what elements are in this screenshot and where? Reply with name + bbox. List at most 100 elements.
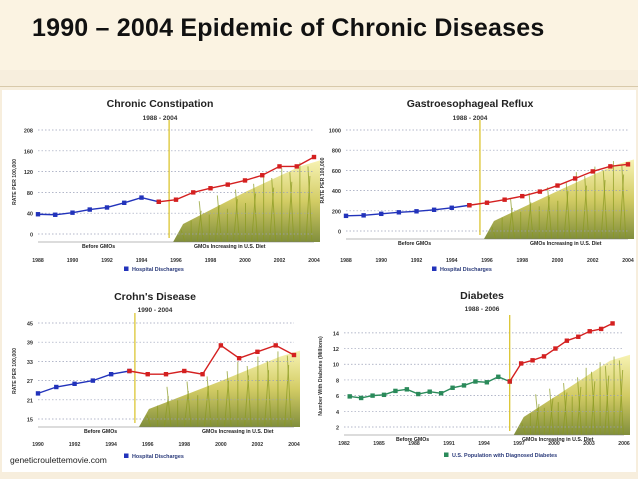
x-tick-label: 1982 [338,441,350,447]
chart-subtitle: 1990 - 2004 [138,307,173,314]
grass-blade [547,187,553,240]
grass-blade [307,166,313,243]
before-gmos-label: Before GMOs [398,241,431,247]
grass-blade [621,164,627,240]
data-point [537,189,543,194]
data-point [608,164,613,169]
data-point [598,326,604,332]
data-point [496,374,501,379]
data-point [381,392,387,398]
data-point [541,354,547,359]
x-tick-label: 2002 [252,442,264,448]
source-credit: geneticroulettemovie.com [10,455,107,465]
data-point [358,395,364,401]
legend-swatch [432,266,437,271]
legend-label: Hospital Discharges [132,454,184,460]
data-point [218,343,224,348]
grass-blade [491,226,497,240]
legend-swatch [124,453,129,458]
charts-panel [2,90,636,472]
grass-blade [602,170,608,240]
y-tick-label: 40 [27,212,33,218]
grass-blade [271,177,277,243]
grass-blade [203,385,209,428]
chart-0: Chronic Constipation 1988 - 2004 208 160 120… [12,98,320,273]
x-tick-label: 1988 [340,258,352,264]
y-tick-label: 21 [27,398,33,404]
data-point [208,186,213,191]
data-point [361,213,366,218]
data-point [90,378,96,383]
grass-blade [535,394,541,436]
x-tick-label: 1992 [101,258,113,264]
x-tick-label: 1988 [32,258,44,264]
data-point [625,162,631,167]
grass-blade [563,383,569,436]
chart-subtitle: 1988 - 2006 [465,306,500,313]
x-tick-label: 1996 [481,258,493,264]
gmo-increasing-label: GMOs Increasing in U.S. Diet [202,429,274,435]
data-point [473,379,478,384]
data-point [507,379,512,384]
x-tick-label: 1990 [375,258,387,264]
chart-subtitle: 1988 - 2004 [143,115,178,122]
x-tick-label: 1997 [513,441,525,447]
data-point [431,207,437,212]
data-point [311,154,317,160]
data-point [182,368,187,374]
data-point [484,380,490,385]
x-tick-label: 1992 [411,258,423,264]
gmo-increasing-label: GMOs Increasing in U.S. Diet [522,437,594,443]
gmo-increasing-label: GMOs Increasing in U.S. Diet [530,241,602,247]
grass-blade [562,392,568,436]
gmo-increasing-label: GMOs Increasing in U.S. Diet [194,244,266,250]
data-point [450,385,455,390]
data-point [564,338,570,343]
data-point [404,387,410,392]
grass-backdrop [138,350,300,427]
y-axis-label: RATE PER 100,000 [12,159,18,205]
x-tick-label: 1988 [408,441,420,447]
data-point [242,178,248,183]
before-gmos-label: Before GMOs [396,437,429,443]
data-point [530,358,535,363]
grass-backdrop [483,159,634,239]
data-point [139,195,144,200]
data-point [518,361,524,366]
data-point [173,197,179,202]
y-tick-label: 10 [333,363,339,369]
chart-2: Crohn's Disease 1990 - 2004 45 39 33 27 21 15 RA… [12,291,300,460]
data-point [416,391,421,397]
y-tick-label: 33 [27,360,33,366]
data-point [343,213,349,219]
y-tick-label: 27 [27,379,33,385]
x-tick-label: 2000 [548,441,560,447]
grass-blade [206,376,212,428]
data-point [461,383,467,388]
x-tick-label: 1994 [136,258,148,264]
grass-blade [186,381,192,428]
y-tick-label: 400 [332,189,341,195]
title-rule [0,86,638,87]
grass-blade [183,390,189,428]
data-point [427,389,432,394]
grass-blade [289,172,295,243]
grass-backdrop [513,354,630,435]
x-tick-label: 2004 [308,258,320,264]
x-tick-label: 1985 [373,441,385,447]
grass-backdrop [173,160,320,242]
grass-blade [604,366,610,436]
data-point [225,182,230,187]
grass-blade [590,381,596,436]
data-point [438,391,444,396]
x-tick-label: 2003 [583,441,595,447]
before-gmos-label: Before GMOs [82,244,115,250]
x-tick-label: 1991 [443,441,455,447]
y-tick-label: 39 [27,341,33,347]
data-point [379,211,384,217]
data-point [449,205,454,210]
y-tick-label: 800 [332,149,341,155]
y-axis-label: Number With Diabetes (Millions) [318,336,324,416]
grass-blade [510,198,515,240]
